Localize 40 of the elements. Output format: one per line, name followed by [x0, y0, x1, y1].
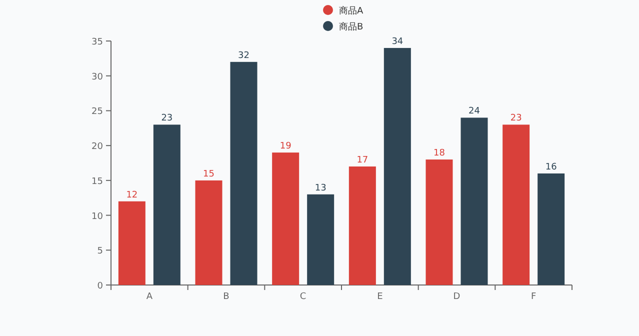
data-label: 24 [468, 106, 480, 117]
x-tick-label: D [453, 292, 460, 302]
data-label: 16 [545, 162, 558, 172]
bar [195, 180, 222, 285]
y-tick-label: 20 [92, 142, 104, 152]
y-tick-label: 10 [92, 212, 104, 222]
bar [348, 166, 376, 285]
bar [538, 173, 565, 285]
x-tick-label: F [530, 292, 536, 302]
data-label: 34 [392, 36, 404, 47]
data-label: 18 [434, 148, 446, 159]
bar [384, 48, 411, 285]
bar [460, 118, 488, 285]
data-label: 15 [203, 169, 214, 180]
data-label: 19 [280, 142, 292, 152]
y-tick-label: 15 [92, 176, 103, 187]
bar [153, 124, 180, 285]
y-tick-label: 0 [97, 282, 104, 292]
bar [307, 194, 334, 285]
bar [230, 62, 258, 285]
data-label: 17 [356, 155, 368, 166]
bar [502, 124, 530, 285]
x-tick-label: C [300, 292, 306, 302]
data-label: 12 [126, 190, 138, 200]
bar [426, 160, 453, 285]
x-tick-label: A [146, 292, 154, 302]
legend-label: 商品A [339, 6, 364, 16]
y-tick-label: 5 [97, 246, 103, 257]
x-tick-label: B [223, 292, 230, 302]
x-tick-label: E [377, 292, 384, 302]
data-label: 32 [238, 50, 250, 61]
bar [272, 152, 300, 285]
data-label: 13 [314, 183, 326, 194]
y-tick-label: 30 [92, 72, 104, 82]
bar [118, 201, 146, 285]
legend-label: 商品B [339, 22, 364, 32]
y-tick-label: 35 [92, 38, 103, 48]
data-label: 23 [161, 114, 173, 124]
data-label: 23 [510, 114, 522, 124]
y-tick-label: 25 [92, 107, 103, 118]
